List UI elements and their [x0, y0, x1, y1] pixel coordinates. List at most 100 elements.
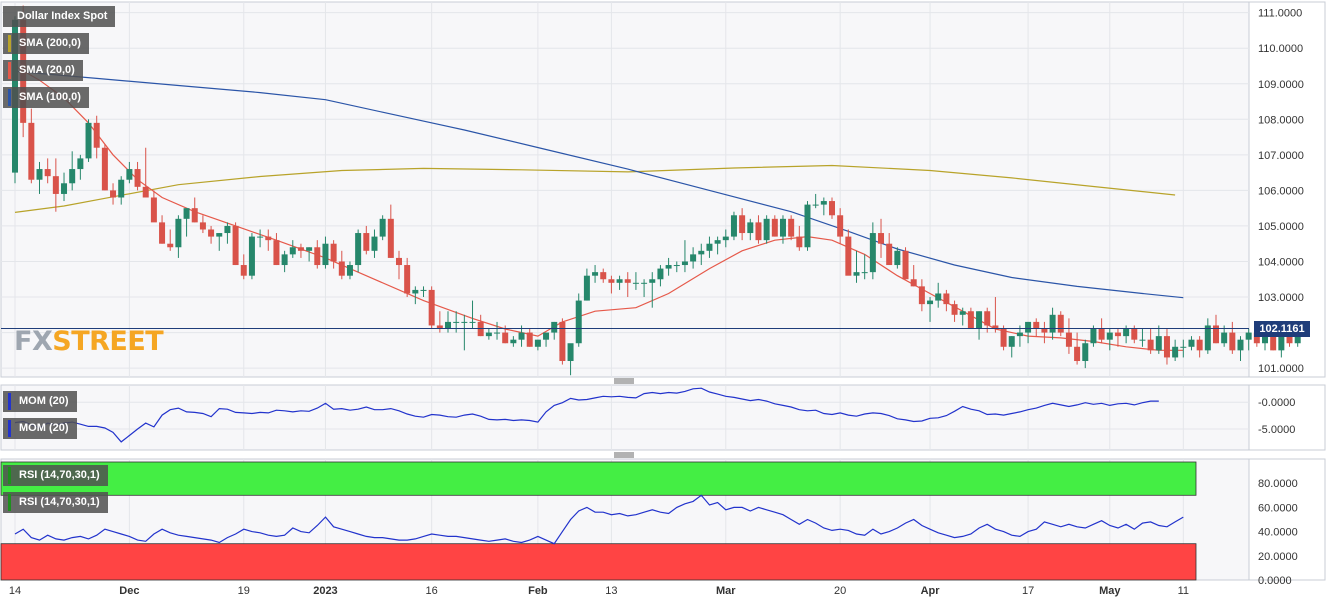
candle [314, 240, 321, 269]
candle-body [420, 289, 427, 291]
candle [927, 297, 934, 322]
candle-body [159, 222, 166, 244]
candle [706, 236, 713, 258]
current-price-tag: 102.1161 [1254, 321, 1310, 337]
candle [428, 286, 435, 330]
candle-body [845, 236, 852, 276]
candle [1033, 318, 1040, 337]
candle [469, 300, 476, 330]
candle-body [796, 236, 803, 248]
candle-body [959, 311, 966, 315]
candle [1106, 329, 1113, 351]
candle-body [894, 250, 901, 266]
candle [387, 204, 394, 258]
candle-body [208, 229, 215, 237]
candle-body [771, 218, 778, 237]
candle-body [534, 339, 541, 347]
rsi-overbought-zone [0, 461, 1197, 496]
candle-body [338, 261, 345, 276]
candle [142, 147, 149, 198]
mom-1-swatch [8, 393, 11, 410]
rsi-tick-label: 60.0000 [1258, 502, 1298, 514]
candle [412, 286, 419, 305]
candle-body [951, 304, 958, 315]
candle-body [273, 240, 280, 266]
candle [592, 265, 599, 283]
candle-body [469, 321, 476, 323]
price-tick-label: 105.0000 [1258, 221, 1304, 233]
candle [649, 272, 656, 308]
candle [338, 250, 345, 280]
time-tick-label: May [1099, 585, 1121, 597]
candle-body [722, 236, 729, 241]
candle-body [477, 321, 484, 337]
price-tick-label: 109.0000 [1258, 79, 1304, 91]
candle-body [510, 339, 517, 344]
candle-body [861, 272, 868, 274]
candle-body [224, 225, 231, 234]
candle-body [649, 279, 656, 283]
time-tick-label: 11 [1178, 585, 1189, 597]
price-tick-label: 108.0000 [1258, 114, 1304, 126]
candle-body [110, 190, 117, 198]
mom-label-1[interactable]: MOM (20) [3, 391, 77, 412]
candle-body [755, 222, 762, 241]
candle [1163, 329, 1170, 365]
candle-body [1212, 325, 1219, 344]
sma-20-label-text: SMA (20,0) [19, 64, 75, 76]
candle [477, 314, 484, 337]
candle [1245, 329, 1252, 351]
candle-body [436, 325, 443, 330]
sma-100-label[interactable]: SMA (100,0) [3, 87, 89, 108]
sma-100-swatch [8, 89, 11, 106]
sma-200-label[interactable]: SMA (200,0) [3, 33, 89, 54]
candle-body [698, 250, 705, 255]
candle-body [1114, 332, 1121, 337]
candle [1090, 325, 1097, 347]
candle-body [1270, 332, 1277, 351]
candle-body [1016, 332, 1023, 337]
rsi-label-1[interactable]: RSI (14,70,30,1) [3, 465, 108, 486]
candle [183, 208, 190, 237]
candle-body [428, 289, 435, 326]
candle [526, 329, 533, 347]
candle [1180, 339, 1187, 358]
candle [159, 215, 166, 244]
candle [829, 197, 835, 219]
candle-body [395, 257, 402, 266]
candle [1057, 311, 1064, 337]
rsi-label-2[interactable]: RSI (14,70,30,1) [3, 492, 108, 513]
candle-body [779, 218, 786, 237]
candle [1221, 325, 1228, 347]
candle-body [1204, 325, 1211, 351]
candle [420, 286, 427, 298]
panel-resize-handle[interactable] [614, 452, 634, 458]
candle-body [1041, 329, 1048, 333]
price-tick-label: 104.0000 [1258, 256, 1304, 268]
candle-body [330, 243, 337, 262]
price-tick-label: 107.0000 [1258, 150, 1304, 162]
candle-body [1098, 329, 1105, 340]
candle-body [28, 122, 35, 180]
candle-body [804, 204, 811, 248]
candle [804, 201, 811, 251]
candle [265, 229, 272, 251]
candle-body [632, 282, 639, 284]
candle-body [85, 122, 92, 159]
candle-body [1033, 321, 1040, 330]
candle [1000, 325, 1007, 351]
mom-panel [0, 384, 1250, 451]
candle-body [918, 286, 925, 305]
candle [1155, 325, 1162, 354]
panel-resize-handle[interactable] [614, 378, 634, 384]
candle-body [1082, 343, 1089, 362]
candle [837, 208, 844, 244]
candle-body [984, 311, 991, 326]
mom-label-2[interactable]: MOM (20) [3, 418, 77, 439]
candle [551, 321, 558, 340]
candle [714, 236, 721, 255]
sma-20-label[interactable]: SMA (20,0) [3, 60, 83, 81]
candle [608, 275, 615, 294]
candle [518, 325, 525, 347]
sma-200-label-text: SMA (200,0) [19, 37, 81, 49]
